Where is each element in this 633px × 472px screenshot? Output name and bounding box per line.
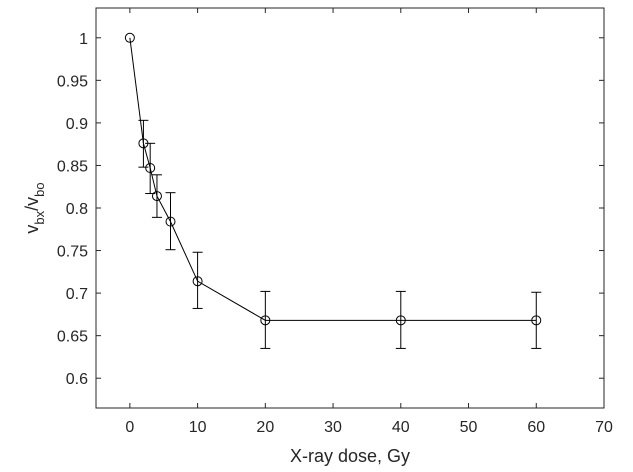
data-point <box>151 191 162 202</box>
x-tick-label: 0 <box>125 419 134 436</box>
plot-area <box>95 7 605 409</box>
y-tick-label: 0.7 <box>66 286 88 303</box>
y-tick-label: 0.6 <box>66 371 88 388</box>
y-tick-label: 0.85 <box>57 158 88 175</box>
y-tick-label: 1 <box>79 31 88 48</box>
data-point <box>124 32 135 43</box>
data-point <box>145 163 156 173</box>
data-point <box>395 315 406 326</box>
x-tick-label: 30 <box>324 419 342 436</box>
data-point <box>260 315 271 326</box>
y-axis-title-sub1: bx <box>32 210 47 224</box>
y-tick-labels: 0.6 0.65 0.7 0.75 0.8 0.85 0.9 0.95 1 <box>57 31 88 388</box>
y-axis-title-sep: /v <box>22 197 42 211</box>
data-point <box>138 138 149 149</box>
y-axis-title-sub2: bo <box>32 182 47 196</box>
x-tick-label: 50 <box>460 419 478 436</box>
x-tick-label: 60 <box>527 419 545 436</box>
y-tick-label: 0.9 <box>66 116 88 133</box>
x-tick-label: 10 <box>189 419 207 436</box>
series-line <box>129 37 537 321</box>
series-line-layer <box>129 37 537 321</box>
x-tick-label: 20 <box>256 419 274 436</box>
y-tick-label: 0.95 <box>57 73 88 90</box>
y-tick-label: 0.65 <box>57 329 88 346</box>
x-tick-label: 40 <box>392 419 410 436</box>
x-tick-labels: 0 10 20 30 40 50 60 70 <box>125 419 613 436</box>
y-axis-title-v1: v <box>22 225 42 234</box>
data-point <box>192 276 203 287</box>
data-point <box>531 315 542 326</box>
ticks-layer <box>96 8 605 408</box>
y-tick-label: 0.75 <box>57 244 88 261</box>
y-tick-label: 0.8 <box>66 201 88 218</box>
markers <box>124 32 542 326</box>
data-point <box>165 216 176 227</box>
x-tick-label: 70 <box>595 419 613 436</box>
x-axis-title: X-ray dose, Gy <box>290 446 410 466</box>
y-axis-title: vbx/vbo <box>22 182 47 233</box>
